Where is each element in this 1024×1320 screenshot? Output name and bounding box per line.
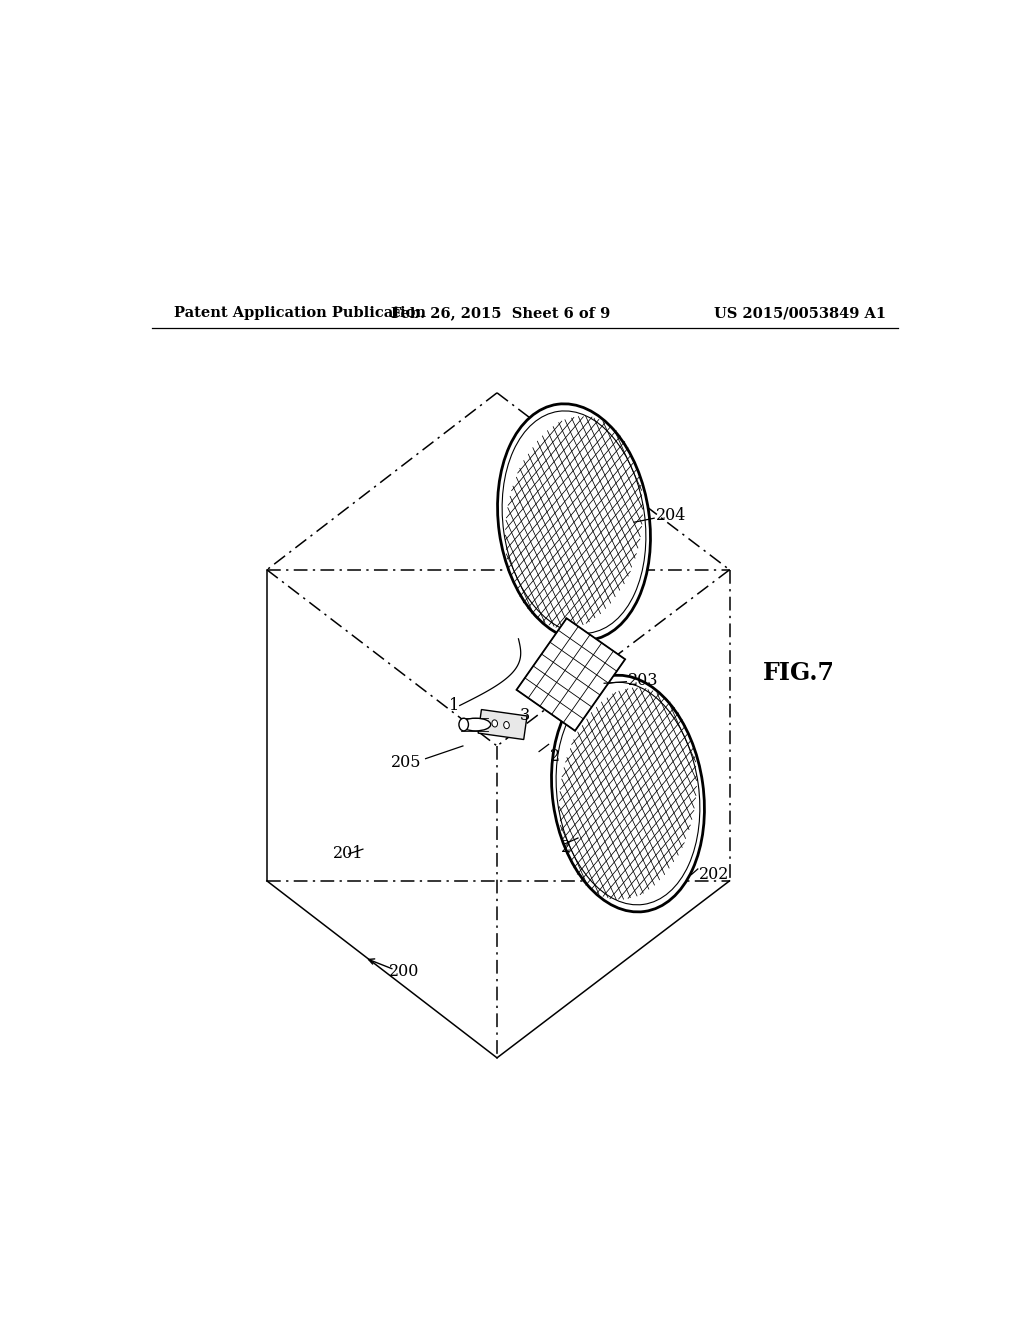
- Text: 204: 204: [655, 507, 686, 524]
- Text: 201: 201: [333, 845, 364, 862]
- Text: Patent Application Publication: Patent Application Publication: [174, 306, 426, 321]
- Ellipse shape: [498, 404, 650, 640]
- Text: 1: 1: [450, 697, 460, 714]
- Text: US 2015/0053849 A1: US 2015/0053849 A1: [714, 306, 886, 321]
- Ellipse shape: [492, 719, 498, 727]
- Text: 203: 203: [628, 672, 658, 689]
- Polygon shape: [478, 710, 527, 739]
- Ellipse shape: [459, 718, 468, 731]
- Ellipse shape: [504, 722, 509, 729]
- Text: FIG.7: FIG.7: [763, 661, 835, 685]
- Text: 2: 2: [560, 840, 570, 857]
- Polygon shape: [516, 618, 625, 731]
- Text: 205: 205: [391, 754, 422, 771]
- Text: Feb. 26, 2015  Sheet 6 of 9: Feb. 26, 2015 Sheet 6 of 9: [391, 306, 610, 321]
- Text: 202: 202: [699, 866, 730, 883]
- Text: 2: 2: [550, 747, 560, 764]
- Ellipse shape: [552, 676, 705, 912]
- Ellipse shape: [461, 718, 490, 731]
- Text: 200: 200: [389, 962, 420, 979]
- Text: 3: 3: [519, 706, 530, 723]
